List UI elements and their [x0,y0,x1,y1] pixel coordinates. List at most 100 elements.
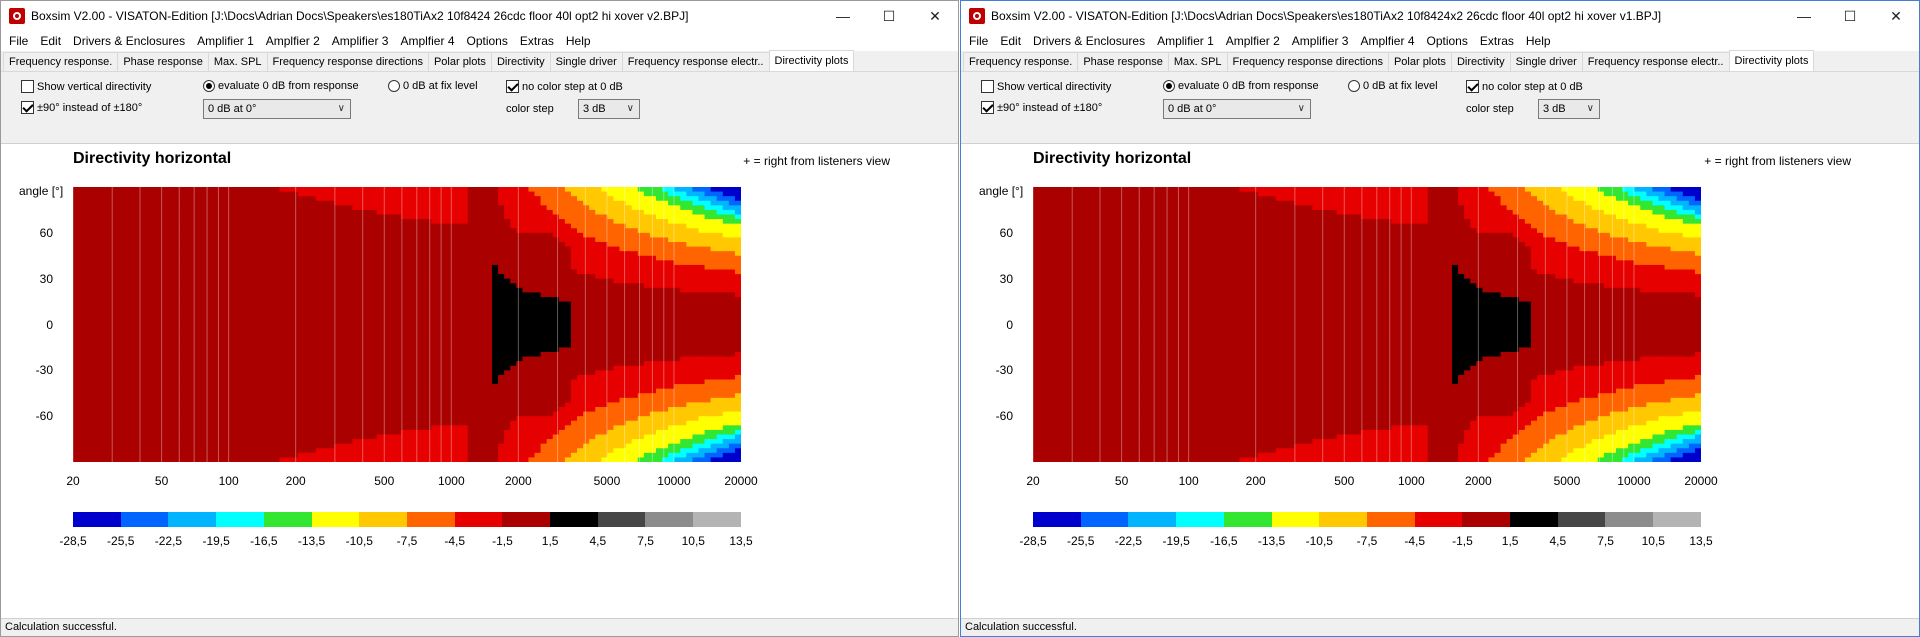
x-tick-label: 500 [374,474,395,488]
color-step-select[interactable]: 3 dB ∨ [578,99,640,119]
show-vertical-directivity-checkbox[interactable]: Show vertical directivity [981,80,1111,93]
color-scale-swatch [1414,512,1463,527]
boxsim-app-icon [969,8,985,24]
color-scale-swatch [597,512,646,527]
color-scale-swatch [120,512,169,527]
evaluate-from-response-radio[interactable]: evaluate 0 dB from response [1163,80,1319,92]
menu-item-help[interactable]: Help [1525,34,1551,48]
color-scale-label: 4,5 [589,534,607,548]
tab-directivity[interactable]: Directivity [490,52,551,71]
menu-item-amplifier-3[interactable]: Amplifier 3 [1291,34,1349,48]
menu-item-options[interactable]: Options [1426,34,1468,48]
tab-directivity-plots[interactable]: Directivity plots [1728,50,1815,71]
color-scale-label: -10,5 [345,534,373,548]
color-scale-label: -25,5 [1067,534,1095,548]
menu-item-file[interactable]: File [9,34,29,48]
menu-item-amplifier-1[interactable]: Amplifier 1 [1157,34,1214,48]
minimize-button[interactable]: — [820,1,866,31]
tab-frequency-response-directions[interactable]: Frequency response directions [1226,52,1389,71]
tab-frequency-response[interactable]: Frequency response. [963,52,1079,71]
x-tick-label: 20000 [724,474,758,488]
checkbox-box [21,80,34,93]
menu-item-extras[interactable]: Extras [519,34,554,48]
color-scale-label: 13,5 [729,534,753,548]
color-scale-label: -1,5 [1452,534,1473,548]
fix-level-radio[interactable]: 0 dB at fix level [1348,80,1438,92]
radio-label: evaluate 0 dB from response [1178,80,1319,92]
close-button[interactable]: ✕ [1873,1,1919,31]
color-scale-swatch [216,512,264,527]
menu-item-amplfier-2[interactable]: Amplfier 2 [1225,34,1280,48]
color-step-select[interactable]: 3 dB ∨ [1538,99,1600,119]
close-button[interactable]: ✕ [912,1,958,31]
color-scale-label: 10,5 [681,534,705,548]
y-tick-label: 0 [1006,317,1013,332]
y-tick-label: 60 [39,225,53,240]
maximize-button[interactable]: ☐ [866,1,912,31]
orientation-note: + = right from listeners view [743,154,890,168]
checkbox-label: ±90° instead of ±180° [37,101,143,114]
tab-single-driver[interactable]: Single driver [1509,52,1583,71]
menu-item-amplifier-1[interactable]: Amplifier 1 [197,34,254,48]
fix-level-radio[interactable]: 0 dB at fix level [388,80,478,92]
menu-item-amplfier-4[interactable]: Amplfier 4 [400,34,455,48]
menu-item-file[interactable]: File [969,34,989,48]
plus-minus-90-checkbox[interactable]: ±90° instead of ±180° [21,101,142,114]
menu-item-drivers-enclosures[interactable]: Drivers & Enclosures [73,34,186,48]
radio-dot [203,80,215,92]
tab-single-driver[interactable]: Single driver [549,52,623,71]
no-color-step-checkbox[interactable]: no color step at 0 dB [506,80,623,93]
menu-item-drivers-enclosures[interactable]: Drivers & Enclosures [1033,34,1146,48]
tab-max-spl[interactable]: Max. SPL [1167,52,1228,71]
status-text: Calculation successful. [5,621,117,633]
plus-minus-90-checkbox[interactable]: ±90° instead of ±180° [981,101,1102,114]
tab-polar-plots[interactable]: Polar plots [427,52,492,71]
menu-item-amplfier-2[interactable]: Amplfier 2 [265,34,320,48]
tab-directivity-plots[interactable]: Directivity plots [768,50,855,71]
menu-item-extras[interactable]: Extras [1479,34,1514,48]
options-panel: Show vertical directivity ±90° instead o… [961,72,1919,144]
menu-item-options[interactable]: Options [466,34,508,48]
reference-select[interactable]: 0 dB at 0° ∨ [203,99,351,119]
tab-frequency-response-directions[interactable]: Frequency response directions [266,52,429,71]
x-tick-label: 20000 [1684,474,1718,488]
minimize-button[interactable]: — [1781,1,1827,31]
tab-directivity[interactable]: Directivity [1450,52,1511,71]
menu-item-amplfier-4[interactable]: Amplfier 4 [1360,34,1415,48]
color-scale-label: 1,5 [1501,534,1519,548]
color-scale-swatch [1510,512,1558,527]
tab-phase-response[interactable]: Phase response [117,52,209,71]
menu-bar: File Edit Drivers & Enclosures Amplifier 1 A… [961,31,1919,51]
evaluate-from-response-radio[interactable]: evaluate 0 dB from response [203,80,359,92]
color-scale-swatch [1033,512,1081,527]
title-bar[interactable]: Boxsim V2.00 - VISATON-Edition [J:\Docs\… [1,1,958,31]
tab-strip: Frequency response. Phase response Max. SP… [961,50,1919,72]
show-vertical-directivity-checkbox[interactable]: Show vertical directivity [21,80,151,93]
x-tick-label: 1000 [437,474,465,488]
color-scale-label: -22,5 [1114,534,1143,548]
tab-phase-response[interactable]: Phase response [1077,52,1169,71]
maximize-button[interactable]: ☐ [1827,1,1873,31]
reference-select-value: 0 dB at 0° [1168,103,1217,115]
reference-select[interactable]: 0 dB at 0° ∨ [1163,99,1311,119]
title-bar[interactable]: Boxsim V2.00 - VISATON-Edition [J:\Docs\… [961,1,1919,31]
menu-item-help[interactable]: Help [565,34,591,48]
menu-bar: File Edit Drivers & Enclosures Amplifier 1 A… [1,31,958,51]
color-step-text: color step [506,103,554,115]
radio-label: evaluate 0 dB from response [218,80,359,92]
x-tick-label: 20 [1026,474,1040,488]
radio-dot [1348,80,1360,92]
tab-frequency-response-electr[interactable]: Frequency response electr.. [621,52,770,71]
menu-item-edit[interactable]: Edit [40,34,62,48]
menu-item-amplifier-3[interactable]: Amplifier 3 [331,34,389,48]
tab-frequency-response-electr[interactable]: Frequency response electr.. [1581,52,1730,71]
tab-polar-plots[interactable]: Polar plots [1387,52,1452,71]
tab-max-spl[interactable]: Max. SPL [207,52,268,71]
no-color-step-checkbox[interactable]: no color step at 0 dB [1466,80,1583,93]
minimize-icon: — [1797,8,1811,24]
menu-item-edit[interactable]: Edit [1000,34,1022,48]
checkbox-box [506,80,519,93]
color-scale-swatch [502,512,551,527]
tab-frequency-response[interactable]: Frequency response. [3,52,119,71]
color-scale-label: -19,5 [1162,534,1190,548]
